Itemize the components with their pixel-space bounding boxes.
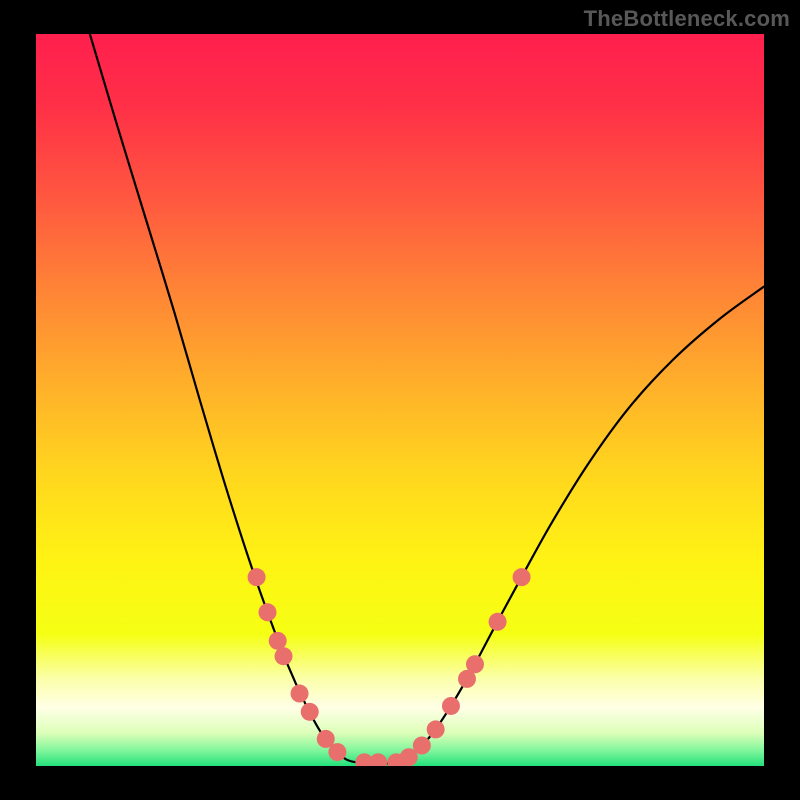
plot-area [36, 34, 764, 766]
plot-svg [36, 34, 764, 766]
data-marker [513, 568, 531, 586]
data-marker [442, 697, 460, 715]
data-marker [275, 647, 293, 665]
data-marker [489, 613, 507, 631]
data-marker [413, 737, 431, 755]
data-marker [291, 685, 309, 703]
data-marker [427, 720, 445, 738]
data-marker [328, 743, 346, 761]
watermark-text: TheBottleneck.com [584, 6, 790, 32]
chart-container: TheBottleneck.com [0, 0, 800, 800]
data-marker [466, 655, 484, 673]
data-marker [248, 568, 266, 586]
gradient-background [36, 34, 764, 766]
data-marker [301, 703, 319, 721]
data-marker [269, 632, 287, 650]
data-marker [259, 603, 277, 621]
